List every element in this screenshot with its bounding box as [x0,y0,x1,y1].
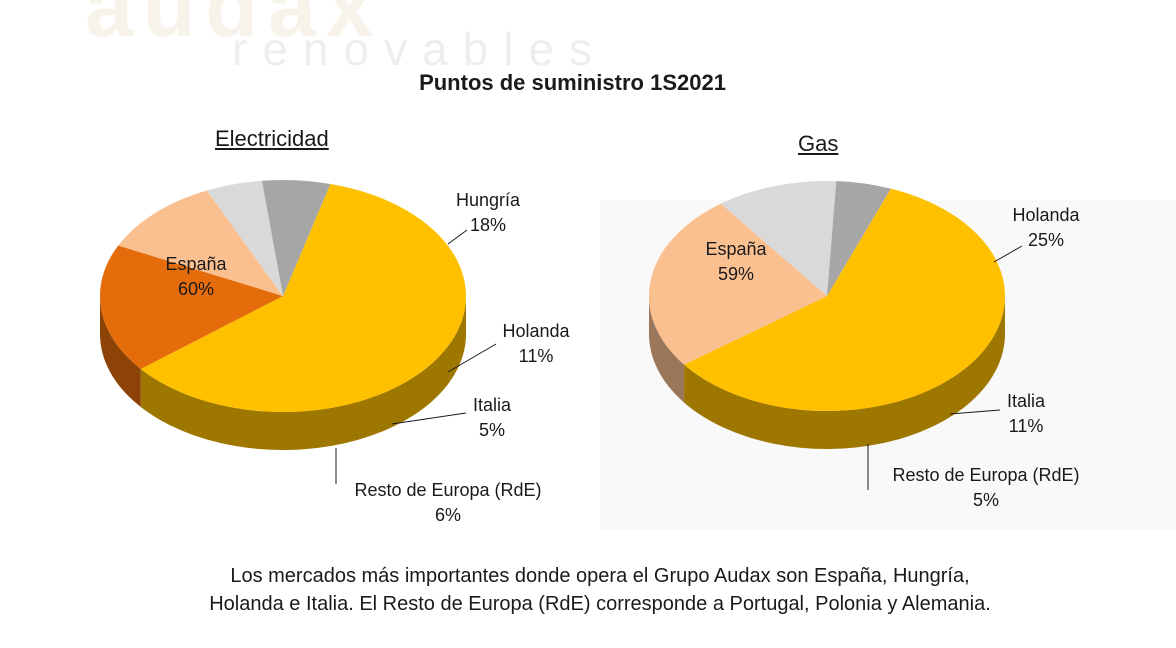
pie-slice-hungria [99,245,283,370]
pie-chart-electricidad: España 60% Hungría 18% Holanda 11% Italia 5% Res… [99,180,571,525]
pie-slice-holanda [649,203,827,365]
pie-slice-resto-de-europa-rde [827,181,891,296]
leader-line-holanda [993,245,1023,263]
pie-chart-gas: España 59% Holanda 25% Italia 11% Resto de Eur… [649,181,1081,510]
leader-line-italia [949,409,1001,415]
pie-slice-italia [720,181,837,296]
slice-label-hungria: Hungría [456,190,521,210]
pie-slice-resto-de-europa-rde [261,180,331,296]
pie-slice-italia [206,180,283,296]
footer-line-2: Holanda e Italia. El Resto de Europa (Rd… [209,593,991,615]
pie-slice-espana [140,183,466,412]
slice-value-holanda: 25% [1028,230,1064,250]
slice-label-holanda: Holanda [502,321,570,341]
leader-line-hungria [447,229,468,245]
pie-side-espana [140,296,466,450]
pie-slice-espana [684,188,1005,411]
slice-label-resto-de-europa-rde: Resto de Europa (RdE) [892,465,1079,485]
slice-label-espana: España [165,254,227,274]
slice-value-espana: 59% [718,264,754,284]
slice-label-resto-de-europa-rde: Resto de Europa (RdE) [354,480,541,500]
slice-value-hungria: 18% [470,215,506,235]
main-title: Puntos de suministro 1S2021 [419,70,726,95]
background-logo: audax [85,0,384,55]
pie-side-espana [684,296,1005,449]
slice-value-italia: 5% [479,420,505,440]
pie-title-electricidad: Electricidad [215,126,329,151]
slice-value-espana: 60% [178,279,214,299]
slice-value-italia: 11% [1009,416,1044,436]
leader-line-italia [391,412,467,425]
footer-line-1: Los mercados más importantes donde opera… [230,565,970,587]
pie-side-holanda [649,296,685,403]
slice-value-resto-de-europa-rde: 6% [435,505,461,525]
slice-label-italia: Italia [1007,391,1046,411]
pie-slice-holanda [118,190,283,296]
pie-title-gas: Gas [798,131,839,156]
slice-label-italia: Italia [473,395,512,415]
slice-label-holanda: Holanda [1012,205,1080,225]
footer-note: Los mercados más importantes donde opera… [0,562,1176,618]
leader-line-holanda [447,343,497,373]
slice-label-espana: España [705,239,767,259]
background-logo-subtitle: renovables [232,23,608,75]
pie-side-hungria [100,296,141,408]
slice-value-resto-de-europa-rde: 5% [973,490,999,510]
slice-value-holanda: 11% [519,346,554,366]
